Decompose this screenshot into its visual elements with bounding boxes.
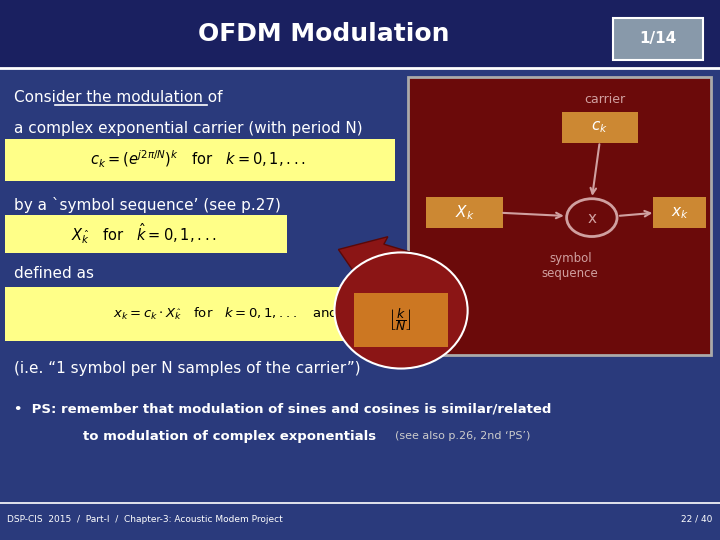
- FancyBboxPatch shape: [613, 18, 703, 60]
- Text: $c_k$: $c_k$: [591, 119, 608, 136]
- Ellipse shape: [335, 252, 468, 368]
- Text: $X_k$: $X_k$: [454, 204, 474, 222]
- Text: a complex exponential carrier (with period N): a complex exponential carrier (with peri…: [14, 121, 363, 136]
- FancyBboxPatch shape: [562, 112, 638, 143]
- Text: $\left\lfloor \dfrac{k}{N} \right\rfloor$: $\left\lfloor \dfrac{k}{N} \right\rfloor…: [389, 306, 412, 333]
- Text: carrier: carrier: [584, 93, 626, 106]
- FancyArrow shape: [338, 237, 415, 286]
- FancyBboxPatch shape: [653, 197, 706, 228]
- FancyBboxPatch shape: [0, 0, 720, 68]
- Text: $c_k = (e^{j2\pi/N})^k \quad \mathrm{for} \quad k = 0, 1, ...$: $c_k = (e^{j2\pi/N})^k \quad \mathrm{for…: [90, 149, 306, 171]
- FancyBboxPatch shape: [5, 287, 546, 341]
- FancyBboxPatch shape: [408, 77, 711, 355]
- FancyBboxPatch shape: [426, 197, 503, 228]
- FancyBboxPatch shape: [5, 215, 287, 253]
- Text: (see also p.26, 2nd ‘PS’): (see also p.26, 2nd ‘PS’): [395, 431, 530, 441]
- Text: 22 / 40: 22 / 40: [681, 515, 713, 524]
- Text: $x_k = c_k \cdot X_{\hat{k}} \quad \mathrm{for} \quad k = 0, 1, ...  \quad \math: $x_k = c_k \cdot X_{\hat{k}} \quad \math…: [113, 301, 398, 328]
- Text: DSP-CIS  2015  /  Part-I  /  Chapter-3: Acoustic Modem Project: DSP-CIS 2015 / Part-I / Chapter-3: Acous…: [7, 515, 283, 524]
- Text: symbol
sequence: symbol sequence: [542, 252, 598, 280]
- Text: to modulation of complex exponentials: to modulation of complex exponentials: [83, 430, 376, 443]
- Text: Consider the modulation of: Consider the modulation of: [14, 90, 223, 105]
- Text: $X_{\hat{k}} \quad \mathrm{for} \quad \hat{k} = 0, 1, ...$: $X_{\hat{k}} \quad \mathrm{for} \quad \h…: [71, 221, 217, 246]
- Text: OFDM Modulation: OFDM Modulation: [198, 22, 450, 46]
- Text: $x_k$: $x_k$: [671, 205, 688, 221]
- FancyBboxPatch shape: [354, 293, 448, 347]
- Text: (i.e. “1 symbol per N samples of the carrier”): (i.e. “1 symbol per N samples of the car…: [14, 361, 361, 376]
- Text: by a `symbol sequence’ (see p.27): by a `symbol sequence’ (see p.27): [14, 197, 282, 213]
- Text: defined as: defined as: [14, 266, 94, 281]
- Text: x: x: [588, 211, 596, 226]
- Text: •  PS: remember that modulation of sines and cosines is similar/related: • PS: remember that modulation of sines …: [14, 403, 552, 416]
- Text: 1/14: 1/14: [639, 31, 677, 46]
- FancyBboxPatch shape: [5, 139, 395, 181]
